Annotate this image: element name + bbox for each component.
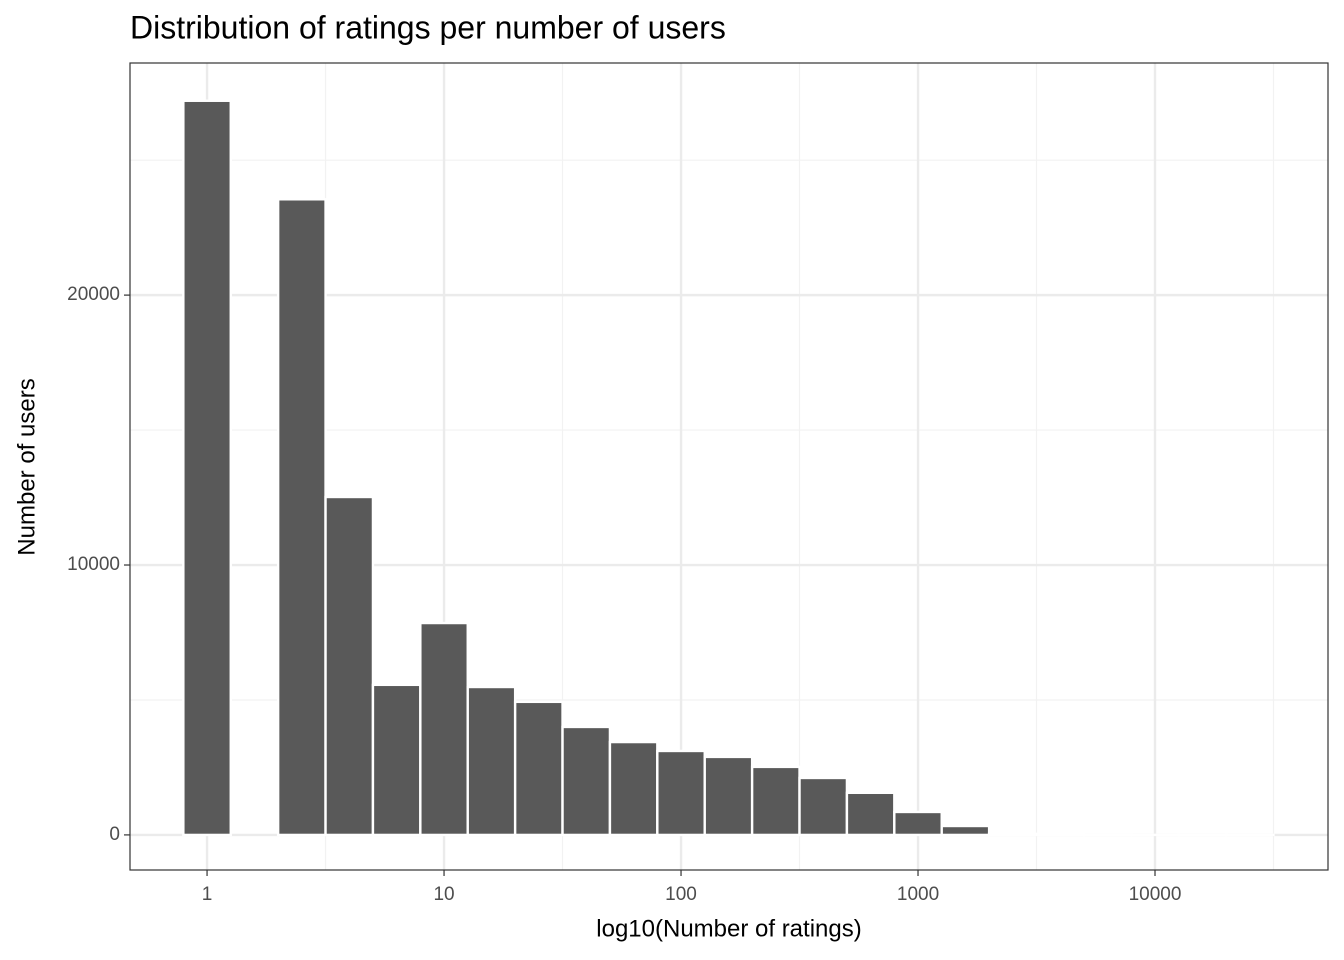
bar [419,621,469,837]
bar [893,810,943,837]
bar [276,198,327,837]
bar [656,749,706,837]
bar [703,755,754,837]
y-tick-label: 10000 [67,554,120,575]
bar [182,99,232,837]
chart-title: Distribution of ratings per number of us… [130,9,726,45]
bar [798,776,849,837]
bar [561,725,612,837]
bar [466,685,517,837]
y-tick-label: 0 [109,824,120,845]
bar [324,495,375,837]
x-tick-label: 1000 [897,884,939,905]
bar [845,791,896,837]
x-tick-label: 10 [433,884,454,905]
x-tick-label: 10000 [1129,884,1182,905]
x-axis-title: log10(Number of ratings) [596,915,861,942]
bar [371,683,422,837]
y-axis-title: Number of users [13,378,40,555]
panel-border [129,62,1329,871]
bar [513,700,564,837]
bar [608,740,659,837]
bar [750,765,801,837]
x-tick-label: 1 [202,884,213,905]
bar [940,824,991,837]
x-tick-label: 100 [665,884,697,905]
bar [987,832,1038,837]
y-tick-label: 20000 [67,284,120,305]
